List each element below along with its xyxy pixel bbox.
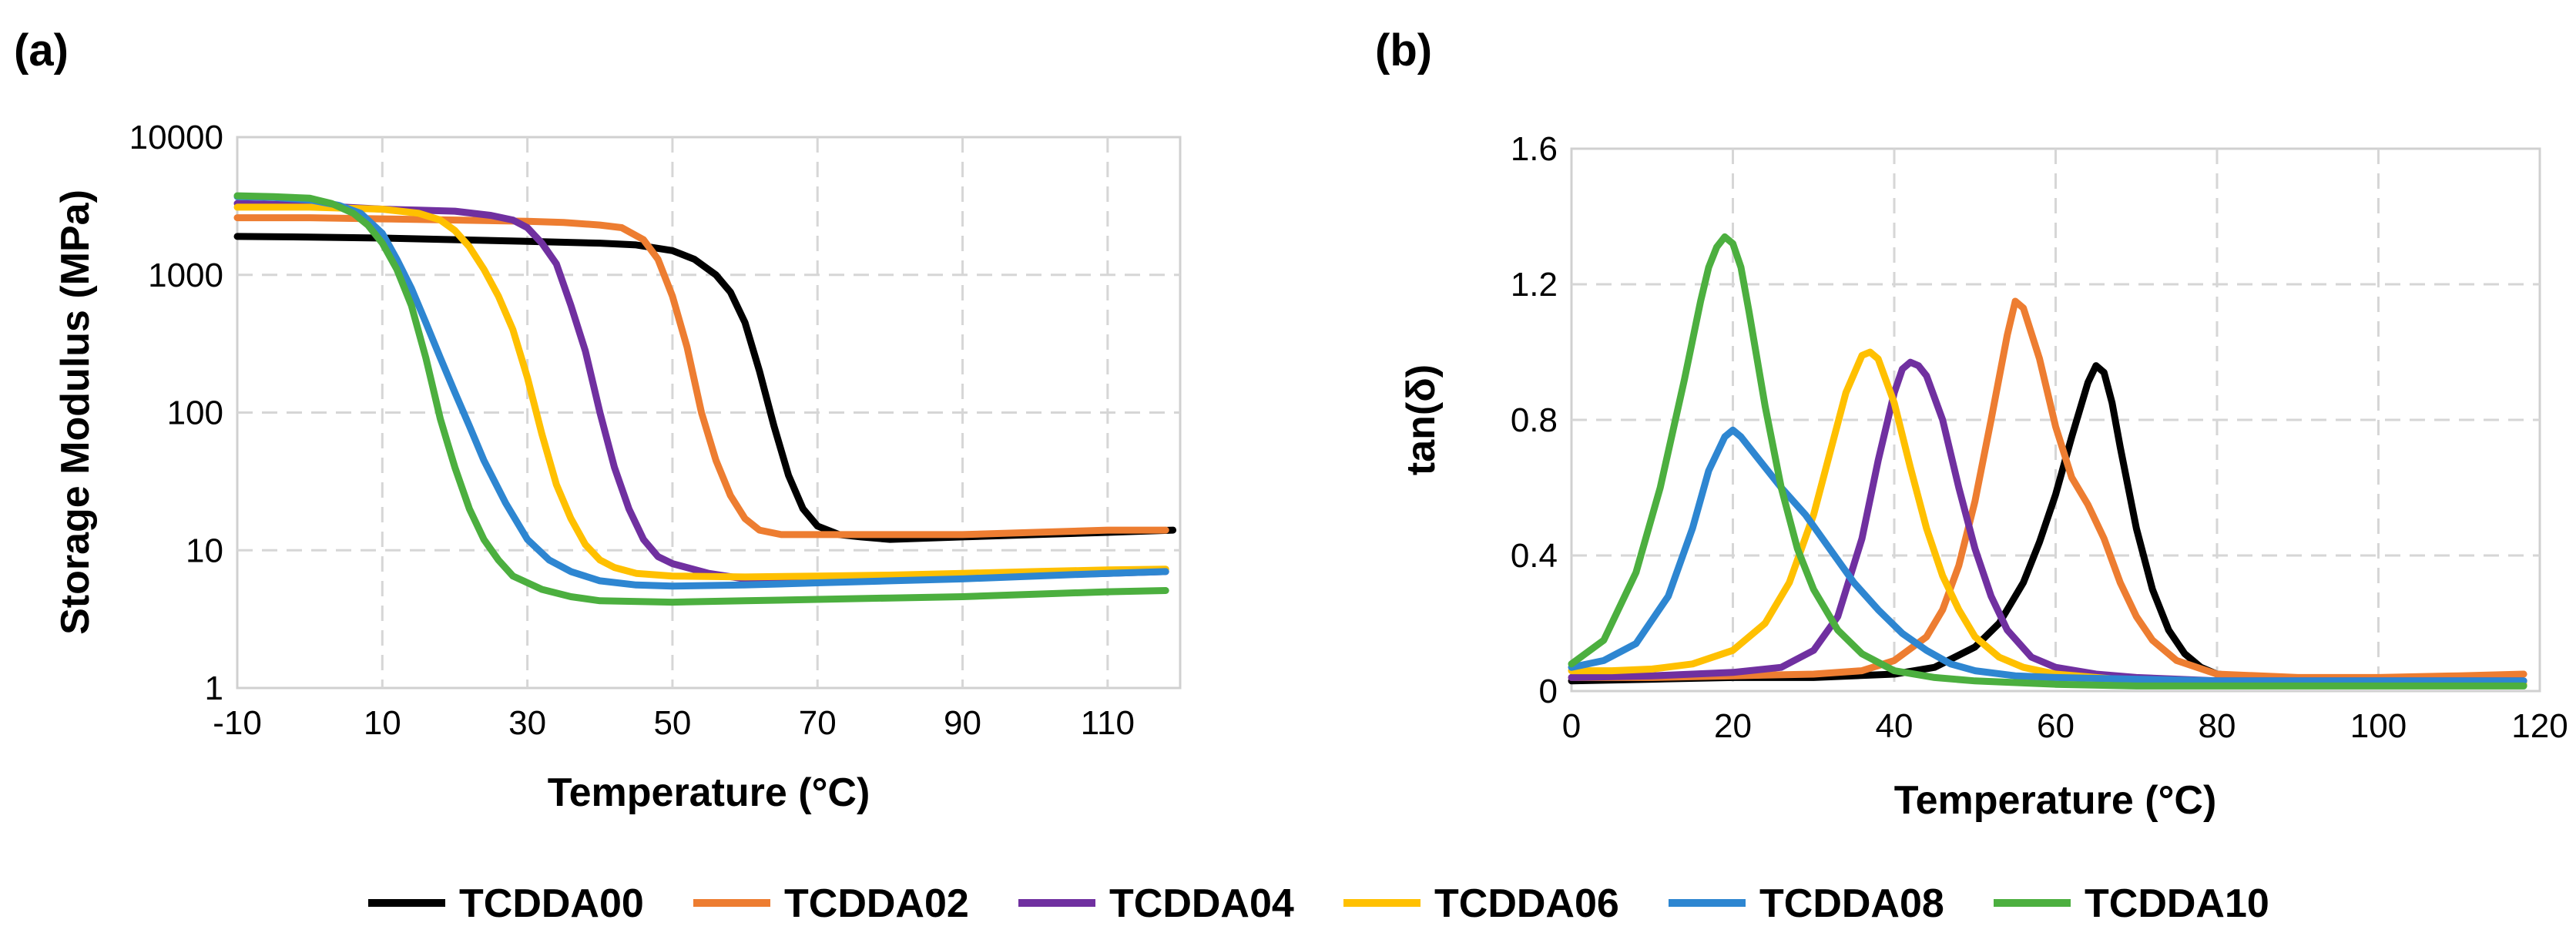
panel-b-x-tick-label: 40	[1876, 707, 1914, 745]
panel-a-series-tcdda10	[233, 192, 1169, 606]
panel-b-x-tick-label: 120	[2511, 707, 2568, 745]
panel-b-label: (b)	[1375, 25, 1432, 76]
panel-a-series	[233, 192, 1177, 606]
panel-a-x-tick-label: 50	[653, 704, 691, 742]
panel-b-series-tcdda00	[1568, 362, 2527, 685]
panel-a-series-tcdda00	[233, 233, 1177, 543]
panel-a-x-axis-title: Temperature (°C)	[548, 770, 870, 815]
panel-b-y-tick-label: 0.8	[1511, 401, 1558, 439]
panel-a-series-tcdda06	[233, 203, 1169, 581]
panel-b-x-axis-title: Temperature (°C)	[1894, 778, 2217, 823]
legend-label-tcdda04: TCDDA04	[1109, 881, 1294, 926]
panel-b-y-tick-label: 1.2	[1511, 266, 1558, 304]
panel-b-series	[1568, 233, 2527, 690]
panel-b-series-tcdda08	[1568, 426, 2527, 685]
panel-a-x-tick-label: 30	[508, 704, 546, 742]
panel-b-series-tcdda02	[1568, 297, 2527, 681]
panel-b-y-tick-label: 0.4	[1511, 537, 1558, 575]
panel-a-x-tick-label: -10	[213, 704, 262, 742]
panel-b-x-tick-label: 20	[1714, 707, 1752, 745]
panel-a-y-tick-label: 1	[205, 669, 223, 707]
panel-b-x-tick-label: 0	[1562, 707, 1581, 745]
panel-a-x-tick-label: 110	[1081, 704, 1135, 742]
panel-b-y-axis-title: tan(δ)	[1399, 364, 1444, 475]
panel-b-chart: (b) 0 20 40 60 80 100 120 0 0.4 0.8 1.2 1.6 Tempera…	[1375, 25, 2568, 823]
panel-b-ticks: 0 20 40 60 80 100 120 0 0.4 0.8 1.2 1.6	[1511, 130, 2568, 745]
legend-label-tcdda10: TCDDA10	[2085, 881, 2269, 926]
panel-a-x-tick-label: 10	[364, 704, 401, 742]
panel-a-series-tcdda04	[233, 200, 1169, 585]
panel-b-series-tcdda10	[1568, 233, 2527, 690]
panel-a-x-tick-label: 70	[799, 704, 837, 742]
legend-label-tcdda02: TCDDA02	[784, 881, 969, 926]
panel-a-x-tick-label: 90	[944, 704, 981, 742]
legend-label-tcdda00: TCDDA00	[459, 881, 644, 926]
panel-a-y-tick-label: 1000	[148, 257, 223, 294]
panel-b-y-tick-label: 1.6	[1511, 130, 1558, 168]
panel-a-y-tick-label: 10000	[129, 119, 223, 156]
panel-a-y-axis-title: Storage Modulus (MPa)	[53, 190, 98, 635]
panel-a-label: (a)	[14, 25, 69, 76]
panel-b-y-tick-label: 0	[1539, 673, 1558, 710]
legend-label-tcdda08: TCDDA08	[1759, 881, 1944, 926]
panel-b-x-tick-label: 80	[2199, 707, 2236, 745]
legend: TCDDA00 TCDDA02 TCDDA04 TCDDA06 TCDDA08 TCDDA…	[368, 881, 2269, 926]
legend-label-tcdda06: TCDDA06	[1434, 881, 1619, 926]
panel-a-y-tick-label: 10	[186, 532, 223, 569]
panel-a-y-tick-label: 100	[167, 394, 223, 432]
panel-a-series-tcdda08	[233, 193, 1169, 590]
panel-b-x-tick-label: 100	[2350, 707, 2407, 745]
panel-b-x-tick-label: 60	[2037, 707, 2075, 745]
